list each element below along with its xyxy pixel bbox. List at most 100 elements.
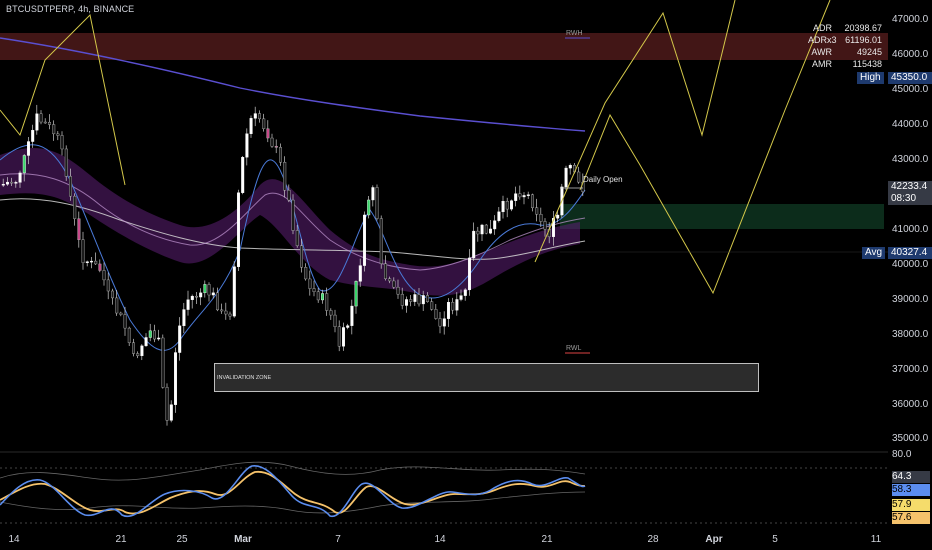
candle-body	[363, 214, 367, 266]
candle-body	[127, 327, 131, 343]
candle-body	[531, 194, 535, 208]
candle-body	[1, 183, 5, 186]
time-axis[interactable]: 14 21 25 Mar 7 14 21 28 Apr 5 11	[0, 530, 888, 550]
candle-body	[148, 330, 152, 338]
candle-body	[493, 220, 497, 230]
candle-body	[375, 187, 379, 219]
candle-body	[64, 148, 68, 177]
price-axis[interactable]: 47000.0 46000.0 45000.0 44000.0 43000.0 …	[888, 0, 932, 530]
invalidation-zone-box[interactable]: INVALIDATION ZONE	[214, 363, 759, 392]
price-tick: 44000.0	[892, 119, 929, 130]
candle-body	[468, 257, 472, 291]
candle-body	[497, 211, 501, 221]
candle-body	[89, 260, 93, 263]
price-tick: 47000.0	[892, 14, 929, 25]
osc-value-tag: 64.3	[892, 471, 930, 483]
candle-body	[384, 263, 388, 279]
time-label: 28	[647, 534, 659, 545]
candle-body	[203, 284, 207, 294]
candle-body	[505, 201, 509, 210]
price-tick: 35000.0	[892, 433, 929, 444]
candle-body	[430, 301, 434, 310]
candle-body	[543, 221, 547, 230]
candle-body	[98, 263, 102, 271]
candle-body	[144, 337, 148, 347]
avg-tag-label: Avg	[862, 247, 886, 259]
candle-body	[321, 293, 325, 301]
candle-body	[211, 292, 215, 296]
time-label: 14	[434, 534, 446, 545]
support-zone	[560, 204, 884, 229]
zigzag-forecast-2	[579, 0, 831, 295]
avg-tag-value: 40327.4	[888, 247, 932, 259]
candle-body	[526, 194, 530, 196]
symbol-title[interactable]: BTCUSDTPERP, 4h, BINANCE	[6, 4, 135, 14]
candle-body	[102, 270, 106, 281]
stats-key: AWR	[811, 47, 832, 57]
stats-value: 49245	[856, 47, 882, 57]
candle-body	[350, 305, 354, 326]
candle-body	[392, 280, 396, 288]
candle-body	[157, 337, 161, 340]
stoch-k-line	[0, 465, 586, 518]
candle-body	[291, 199, 295, 231]
candle-body	[367, 199, 371, 216]
candle-body	[539, 214, 543, 222]
osc-band-lower	[0, 491, 586, 514]
candle-body	[81, 239, 85, 263]
candle-body	[459, 295, 463, 300]
last-price-tag: 42233.4	[888, 181, 932, 193]
candle-body	[110, 290, 114, 299]
candle-body	[472, 230, 476, 259]
candle-body	[308, 278, 312, 289]
price-tick: 41000.0	[892, 224, 929, 235]
price-chart[interactable]	[0, 0, 888, 530]
candle-body	[535, 207, 539, 215]
candle-body	[484, 224, 488, 234]
candle-body	[489, 228, 493, 234]
stats-key: ADR	[812, 23, 832, 33]
candle-body	[85, 261, 89, 263]
candle-body	[18, 172, 22, 183]
candle-body	[165, 387, 169, 421]
candle-body	[312, 288, 316, 292]
range-stats-table: ADR 20398.67 ADRx3 61196.01 AWR 49245 AMR 11…	[808, 22, 882, 70]
candle-body	[232, 266, 236, 317]
candle-body	[514, 193, 518, 201]
candle-body	[194, 295, 198, 298]
time-label: Mar	[234, 534, 252, 545]
candle-body	[94, 260, 98, 265]
resistance-zone	[0, 33, 888, 60]
candle-body	[173, 352, 177, 405]
candle-body	[337, 326, 341, 347]
candle-body	[371, 187, 375, 201]
candle-body	[215, 292, 219, 311]
candle-body	[283, 162, 287, 191]
candle-body	[325, 293, 329, 311]
candlestick-series	[1, 104, 585, 426]
candle-body	[438, 318, 442, 327]
candle-body	[455, 299, 459, 311]
candle-body	[451, 302, 455, 311]
candle-body	[60, 135, 64, 150]
candle-body	[447, 302, 451, 319]
price-tick: 43000.0	[892, 154, 929, 165]
stats-key: ADRx3	[808, 35, 837, 45]
candle-body	[161, 337, 165, 388]
candle-body	[119, 312, 123, 315]
candle-body	[136, 353, 140, 357]
high-tag-label: High	[857, 72, 884, 84]
price-tick: 37000.0	[892, 364, 929, 375]
candle-body	[253, 113, 257, 119]
candle-body	[396, 286, 400, 295]
price-tick: 39000.0	[892, 294, 929, 305]
long-ma-line	[0, 198, 586, 260]
candle-body	[354, 281, 358, 307]
candle-body	[501, 201, 505, 213]
candle-body	[22, 155, 26, 174]
osc-value-tag: 57.9	[892, 499, 930, 511]
price-tick: 38000.0	[892, 329, 929, 340]
rwh-label: RWH	[566, 30, 583, 37]
candle-body	[274, 146, 278, 148]
daily-open-label: Daily Open	[583, 175, 623, 184]
